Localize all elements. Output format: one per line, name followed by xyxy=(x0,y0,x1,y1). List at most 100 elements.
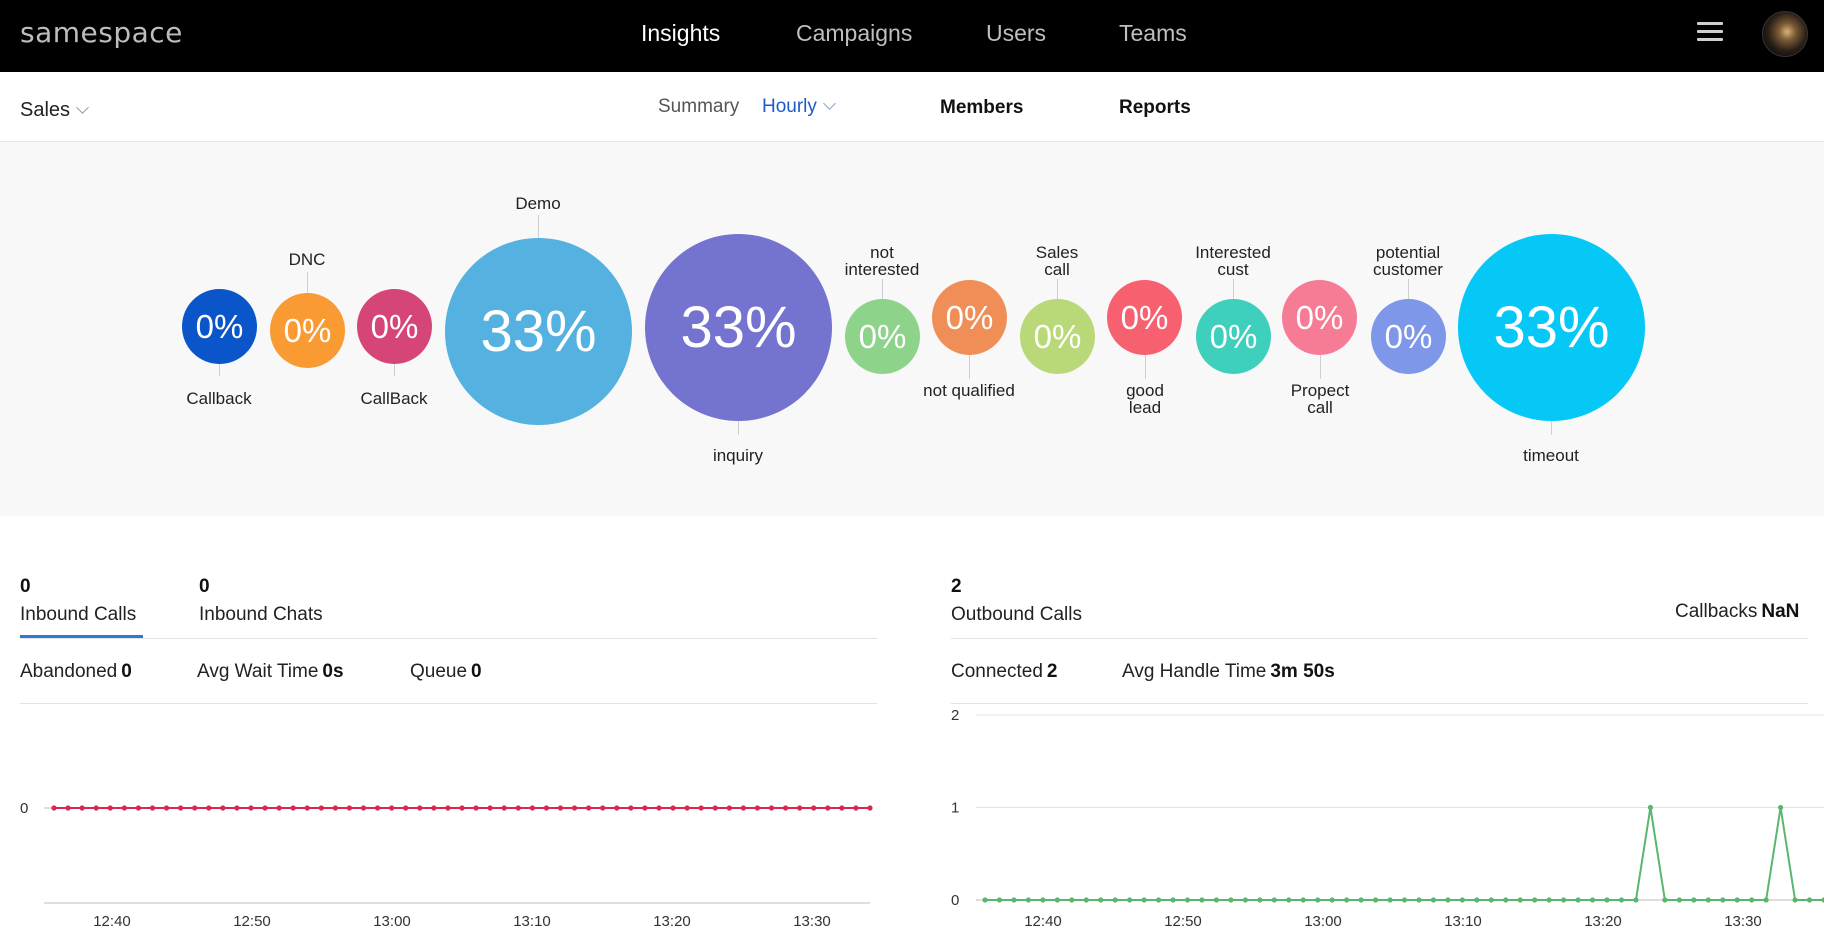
data-point xyxy=(557,805,564,811)
data-point xyxy=(726,805,732,811)
data-point xyxy=(1025,897,1031,903)
data-point xyxy=(1069,897,1075,903)
data-point xyxy=(107,805,113,811)
disposition-bubble[interactable]: 33% xyxy=(1458,234,1645,421)
data-point xyxy=(811,805,817,811)
nav-insights[interactable]: Insights xyxy=(641,20,721,46)
data-point xyxy=(768,805,775,811)
data-point xyxy=(586,805,592,811)
summary-tab[interactable]: Summary xyxy=(658,96,740,117)
disposition-bubble[interactable]: 0% xyxy=(357,289,432,364)
data-point xyxy=(65,805,71,811)
data-point xyxy=(318,805,324,811)
disposition-bubble[interactable]: 0% xyxy=(270,293,345,368)
x-tick-label: 13:10 xyxy=(513,913,551,930)
avg-handle-time-metric: Avg Handle Time 3m 50s xyxy=(1122,661,1335,682)
disposition-bubble[interactable]: 0% xyxy=(1107,280,1182,355)
period-dropdown[interactable]: Hourly xyxy=(762,96,836,118)
active-tab-indicator xyxy=(20,635,143,638)
inbound-calls-tab[interactable]: 0 Inbound Calls xyxy=(20,576,136,626)
disposition-label: potential customer xyxy=(1373,243,1443,279)
inbound-chats-label: Inbound Chats xyxy=(199,604,323,625)
samespace-logo[interactable]: samespace xyxy=(20,16,183,49)
abandoned-metric: Abandoned 0 xyxy=(20,661,132,682)
series-line xyxy=(985,807,1824,901)
nav-users[interactable]: Users xyxy=(986,20,1047,46)
data-point xyxy=(304,805,310,811)
data-point xyxy=(487,805,493,811)
inbound-chats-count: 0 xyxy=(199,576,210,597)
disposition-label: Sales call xyxy=(1035,243,1079,279)
data-point xyxy=(628,805,634,811)
data-point xyxy=(51,805,57,811)
y-tick-label: 2 xyxy=(951,707,959,724)
data-point xyxy=(684,805,690,811)
members-tab[interactable]: Members xyxy=(940,97,1024,118)
data-point xyxy=(1459,897,1465,903)
sub-navigation-bar: Sales Summary Hourly Members Reports xyxy=(0,72,1824,142)
queue-metric: Queue 0 xyxy=(410,661,482,682)
data-point xyxy=(178,805,184,811)
data-point xyxy=(754,805,761,811)
divider xyxy=(20,638,877,639)
data-point xyxy=(543,805,550,811)
data-point xyxy=(1170,897,1176,903)
disposition-bubble[interactable]: 0% xyxy=(1282,280,1357,355)
x-tick-label: 12:50 xyxy=(233,913,271,930)
data-point xyxy=(346,805,353,811)
data-point xyxy=(1589,897,1596,903)
disposition-bubble[interactable]: 33% xyxy=(445,238,632,425)
disposition-bubble[interactable]: 0% xyxy=(182,289,257,364)
data-point xyxy=(1633,897,1639,903)
inbound-calls-label: Inbound Calls xyxy=(20,604,137,625)
data-point xyxy=(1286,897,1292,903)
disposition-bubble[interactable]: 33% xyxy=(645,234,832,421)
data-point xyxy=(220,805,226,811)
data-point xyxy=(459,805,465,811)
top-navigation-bar: samespace Insights Campaigns Users Teams xyxy=(0,0,1824,72)
disposition-label: Callback xyxy=(186,389,252,408)
data-point xyxy=(135,805,142,811)
disposition-bubble[interactable]: 0% xyxy=(932,280,1007,355)
data-point xyxy=(248,805,254,811)
data-point xyxy=(1401,897,1408,903)
reports-tab[interactable]: Reports xyxy=(1119,97,1191,118)
data-point xyxy=(1546,897,1552,903)
disposition-bubble[interactable]: 0% xyxy=(845,299,920,374)
nav-teams[interactable]: Teams xyxy=(1119,20,1187,46)
data-point xyxy=(1676,897,1682,903)
data-point xyxy=(1503,897,1509,903)
team-selector[interactable]: Sales xyxy=(20,99,89,122)
outbound-calls-chart: 0 1 2 12:40 12:50 13:00 13:10 13:20 13:30 xyxy=(951,707,1824,930)
period-dropdown-label: Hourly xyxy=(762,96,817,117)
inbound-calls-count: 0 xyxy=(20,576,31,597)
data-point xyxy=(1199,897,1205,903)
data-point xyxy=(1358,897,1364,903)
disposition-label: Interested cust xyxy=(1195,243,1271,279)
data-point xyxy=(1315,897,1321,903)
data-point xyxy=(79,805,85,811)
data-point xyxy=(1763,897,1769,903)
data-point xyxy=(1778,804,1784,811)
data-point xyxy=(853,805,859,811)
nav-campaigns[interactable]: Campaigns xyxy=(796,20,913,46)
data-point xyxy=(1430,897,1437,903)
hamburger-menu-icon[interactable] xyxy=(1697,22,1723,42)
user-avatar[interactable] xyxy=(1762,11,1808,57)
data-point xyxy=(1040,897,1046,903)
data-point xyxy=(234,805,240,811)
data-point xyxy=(1532,897,1538,903)
x-tick-label: 13:20 xyxy=(653,913,691,930)
data-point xyxy=(374,805,381,811)
data-point xyxy=(1792,897,1798,903)
disposition-bubble[interactable]: 0% xyxy=(1196,299,1271,374)
disposition-bubble[interactable]: 0% xyxy=(1020,299,1095,374)
data-point xyxy=(839,805,845,811)
outbound-calls-tab[interactable]: 2 Outbound Calls xyxy=(951,576,1082,626)
data-point xyxy=(192,805,198,811)
data-point xyxy=(360,805,367,811)
data-point xyxy=(1184,897,1191,903)
disposition-bubble[interactable]: 0% xyxy=(1371,299,1446,374)
inbound-chats-tab[interactable]: 0 Inbound Chats xyxy=(199,576,323,626)
data-point xyxy=(1604,897,1610,903)
